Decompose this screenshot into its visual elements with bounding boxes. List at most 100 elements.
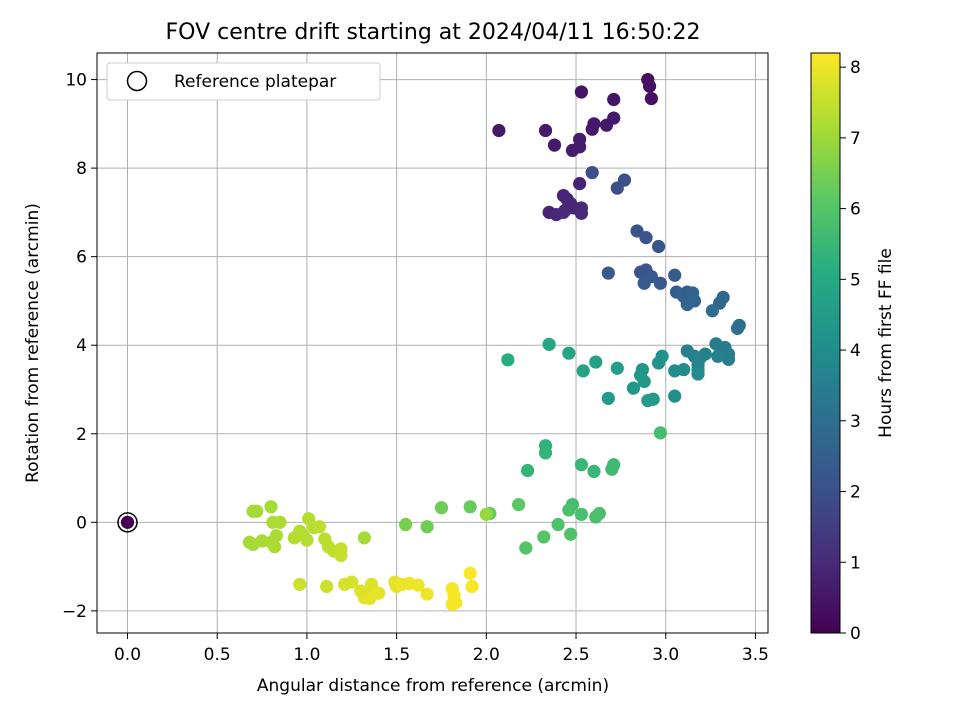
data-point [551,517,565,532]
data-point [585,122,599,136]
data-point [637,374,651,389]
data-point [716,290,730,304]
colorbar-gradient [810,52,841,634]
data-point [520,463,535,478]
data-point [668,389,682,403]
data-point [601,391,615,405]
legend: Reference platepar [106,62,381,101]
data-point [711,349,725,363]
plot-area: 0.0 0.5 1.0 1.5 2.0 2.5 3.0 3.5 −2 0 2 4 6 8 10 [62,52,769,665]
reference-point [120,515,135,529]
x-axis-label: Angular distance from reference (arcmin) [257,676,609,696]
data-point [610,361,624,375]
colorbar-tick-label: 1 [850,553,861,573]
data-point [565,143,580,158]
legend-marker [126,70,148,92]
colorbar: 0 1 2 3 4 5 6 7 8 Hours from first FF file [810,52,896,644]
x-tick-label: 2.5 [563,645,590,665]
plot-frame [96,52,769,634]
y-tick-label: 2 [76,425,87,445]
data-point [573,177,587,191]
data-point [653,276,667,290]
data-point [434,501,449,515]
data-point [574,507,589,521]
colorbar-tick-label: 4 [850,341,861,361]
data-point [463,566,477,580]
colorbar-tick-label: 8 [850,58,861,78]
data-point [519,541,533,555]
x-axis-ticks: 0.0 0.5 1.0 1.5 2.0 2.5 3.0 3.5 [114,633,769,665]
data-point [250,504,264,518]
data-point [592,506,606,521]
y-tick-label: 8 [76,159,87,179]
data-point [574,85,589,99]
data-point [538,446,553,460]
data-point [372,586,386,600]
data-point [576,364,590,378]
y-tick-label: 4 [76,336,87,356]
data-point [268,540,282,554]
data-point [547,138,562,152]
data-point [655,349,669,363]
data-point [479,507,493,521]
x-tick-label: 2.0 [473,645,500,665]
data-point [463,500,477,514]
colorbar-ticks: 0 1 2 3 4 5 6 7 8 [840,58,861,644]
data-point [398,517,413,532]
data-point [585,165,599,180]
y-axis-ticks: −2 0 2 4 6 8 10 [62,71,97,622]
data-point [642,79,657,93]
data-point [538,123,553,138]
data-point [293,577,307,591]
data-point [564,527,578,541]
data-point [562,503,576,517]
colorbar-tick-label: 5 [850,270,861,290]
colorbar-label: Hours from first FF file [876,248,896,438]
data-point [556,205,571,219]
data-point [730,321,745,335]
plot-frame-bg [97,53,768,633]
data-point [574,206,589,220]
colorbar-tick-label: 6 [850,200,861,220]
data-point [264,500,278,514]
chart-title: FOV centre drift starting at 2024/04/11 … [166,20,701,45]
legend-box [106,62,381,101]
data-point [420,520,434,534]
x-tick-label: 1.0 [293,645,320,665]
data-point [312,520,327,534]
data-point [607,92,621,107]
data-point [574,458,589,472]
data-point [492,123,506,138]
data-point [626,381,641,395]
data-point [269,528,284,543]
data-point [687,294,702,308]
data-point [668,268,682,282]
data-point [610,181,624,195]
y-axis-label: Rotation from reference (arcmin) [23,203,43,483]
data-point [644,92,658,106]
data-point [691,367,705,381]
x-tick-label: 3.5 [742,645,769,665]
data-point [651,239,666,254]
data-point [601,266,615,280]
data-point [512,498,526,512]
x-tick-label: 1.5 [383,645,410,665]
legend-entry: Reference platepar [174,72,336,92]
data-point [637,276,651,290]
data-point [653,426,667,440]
data-point [334,548,348,563]
y-tick-label: −2 [62,602,87,622]
data-point [537,530,551,544]
x-tick-label: 3.0 [652,645,679,665]
data-point [273,515,287,529]
y-tick-label: 6 [76,248,87,268]
data-point [721,352,736,366]
data-point [587,464,601,478]
x-tick-label: 0.5 [204,645,231,665]
x-tick-label: 0.0 [114,645,141,665]
data-point [300,533,314,547]
data-point [364,577,379,591]
data-point [411,578,425,592]
colorbar-tick-label: 3 [850,412,861,432]
data-point [698,347,712,361]
